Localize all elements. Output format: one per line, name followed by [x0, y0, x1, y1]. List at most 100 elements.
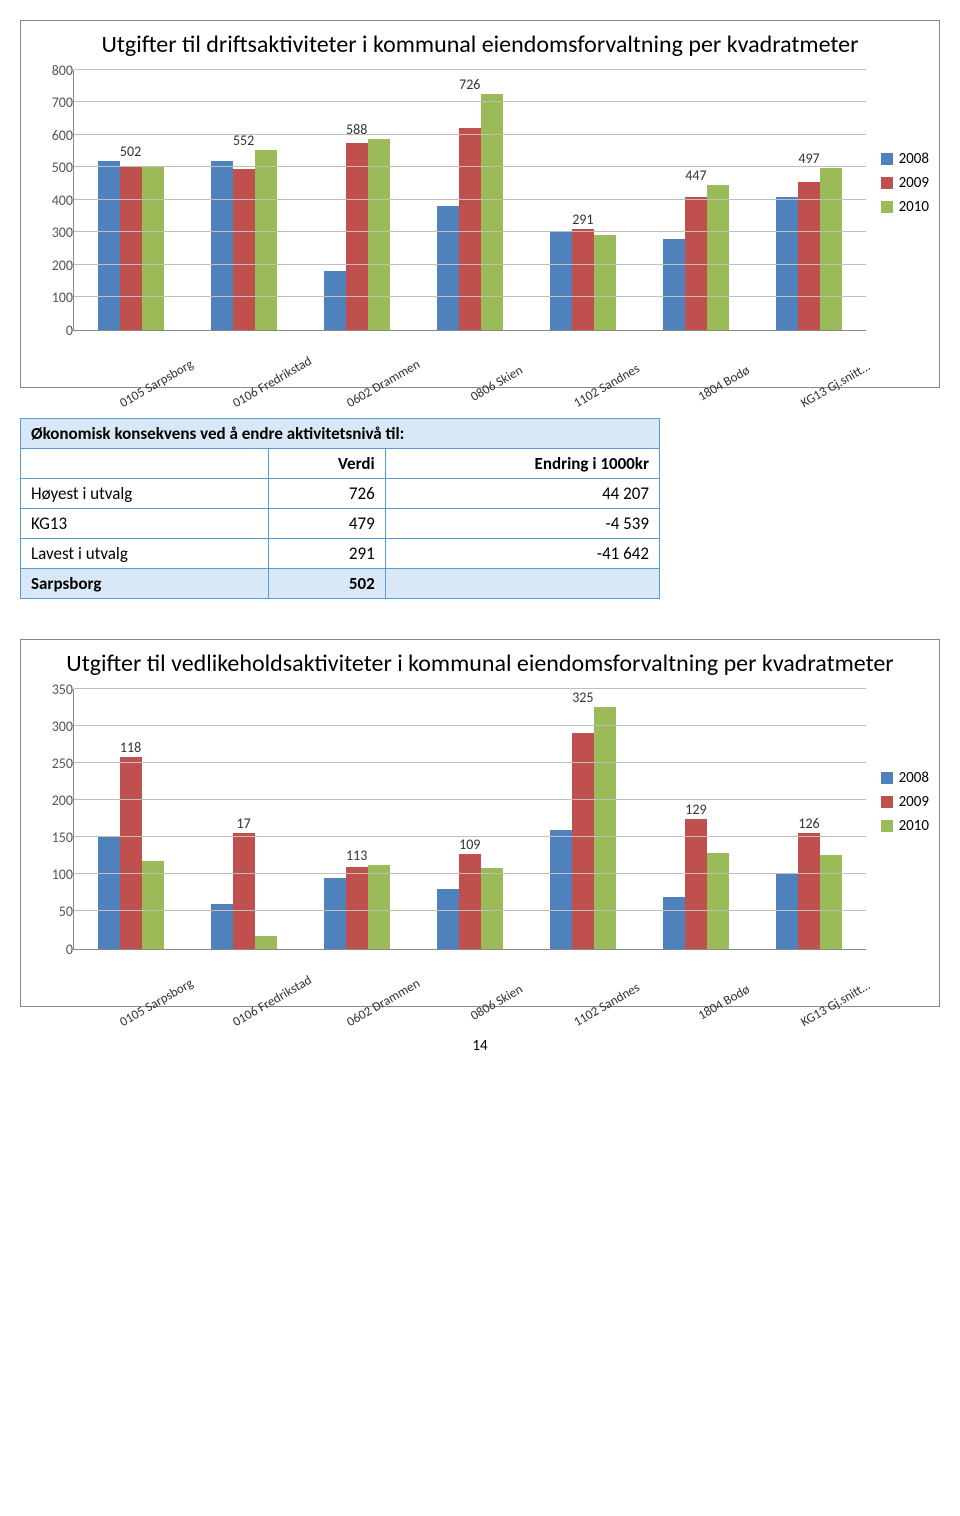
bar: [820, 855, 842, 949]
grid-line: [74, 725, 866, 726]
bar: [707, 185, 729, 330]
bar-value-label: 291: [550, 211, 616, 228]
x-label: 1804 Bodø: [670, 956, 753, 1030]
legend-label: 2010: [899, 198, 929, 216]
bar: [550, 830, 572, 949]
legend-item: 2009: [881, 793, 929, 811]
x-label: 0602 Drammen: [329, 956, 412, 1030]
chart1-plot-area: 502 552 588 726 291 447 497: [73, 70, 866, 331]
legend-item: 2009: [881, 174, 929, 192]
grid-line: [74, 101, 866, 102]
chart2-body: 050100150200250300350 118171131093251291…: [31, 689, 929, 1001]
table-footer-label: Sarpsborg: [21, 568, 269, 598]
grid-line: [74, 69, 866, 70]
table-cell-endring: 44 207: [385, 478, 659, 508]
legend-label: 2010: [899, 817, 929, 835]
bar: [98, 161, 120, 330]
table-cell-verdi: 726: [268, 478, 385, 508]
chart-2: Utgifter til vedlikeholdsaktiviteter i k…: [20, 639, 940, 1007]
bar: [820, 168, 842, 330]
x-label: 1804 Bodø: [670, 337, 753, 411]
bar-value-label: 588: [324, 121, 390, 138]
grid-line: [74, 166, 866, 167]
chart2-x-labels: 0105 Sarpsborg0106 Fredrikstad0602 Dramm…: [71, 956, 866, 1001]
econ-table: Økonomisk konsekvens ved å endre aktivit…: [20, 418, 660, 599]
bar: [481, 94, 503, 330]
bar: [481, 868, 503, 949]
bar: [594, 707, 616, 948]
legend-swatch: [881, 201, 893, 213]
legend-item: 2010: [881, 198, 929, 216]
table-col2: Endring i 1000kr: [385, 448, 659, 478]
table-col1: Verdi: [268, 448, 385, 478]
grid-line: [74, 231, 866, 232]
bar-group: 502: [98, 161, 164, 330]
chart1-body: 0100200300400500600700800 50255258872629…: [31, 70, 929, 382]
bar: [324, 271, 346, 330]
grid-line: [74, 264, 866, 265]
legend-label: 2008: [899, 769, 929, 787]
bar-group: 17: [211, 833, 277, 948]
bar-group: 118: [98, 757, 164, 949]
table-footer-endring: [385, 568, 659, 598]
bar: [550, 232, 572, 330]
table-col0: [21, 448, 269, 478]
chart1-legend: 2008 2009 2010: [881, 150, 929, 222]
bar-group: 325: [550, 707, 616, 948]
legend-label: 2009: [899, 793, 929, 811]
bar-value-label: 497: [776, 150, 842, 167]
bar: [459, 854, 481, 949]
chart1-title: Utgifter til driftsaktiviteter i kommuna…: [31, 31, 929, 60]
page-number: 14: [20, 1037, 940, 1055]
x-label: 0105 Sarpsborg: [102, 337, 185, 411]
table-cell-label: KG13: [21, 508, 269, 538]
grid-line: [74, 762, 866, 763]
bar: [98, 837, 120, 948]
bar: [798, 833, 820, 948]
bar: [233, 833, 255, 948]
bar-group: 726: [437, 94, 503, 330]
legend-item: 2010: [881, 817, 929, 835]
legend-item: 2008: [881, 769, 929, 787]
bar: [572, 733, 594, 948]
x-label: 0105 Sarpsborg: [102, 956, 185, 1030]
bar-value-label: 552: [211, 132, 277, 149]
bar-value-label: 126: [776, 815, 842, 832]
bar: [368, 865, 390, 949]
bar: [120, 757, 142, 949]
bar-group: 126: [776, 833, 842, 948]
chart2-plot-area: 11817113109325129126: [73, 689, 866, 950]
grid-line: [74, 199, 866, 200]
table-cell-endring: -4 539: [385, 508, 659, 538]
grid-line: [74, 799, 866, 800]
chart-1: Utgifter til driftsaktiviteter i kommuna…: [20, 20, 940, 388]
table-footer-verdi: 502: [268, 568, 385, 598]
bar: [663, 239, 685, 330]
bar: [776, 874, 798, 948]
table-cell-endring: -41 642: [385, 538, 659, 568]
bar: [663, 897, 685, 949]
grid-line: [74, 688, 866, 689]
legend-item: 2008: [881, 150, 929, 168]
bar: [437, 206, 459, 330]
x-label: 1102 Sandnes: [556, 337, 639, 411]
grid-line: [74, 296, 866, 297]
chart1-bars: 502 552 588 726 291 447 497: [74, 70, 866, 330]
bar-group: 113: [324, 865, 390, 949]
chart1-plot-wrap: 0100200300400500600700800 50255258872629…: [31, 70, 866, 382]
bar-group: 588: [324, 139, 390, 330]
x-label: KG13 Gj.snitt…: [783, 337, 866, 411]
bar: [233, 169, 255, 330]
bar-value-label: 447: [663, 167, 729, 184]
table-cell-verdi: 291: [268, 538, 385, 568]
bar: [120, 167, 142, 330]
table-cell-label: Lavest i utvalg: [21, 538, 269, 568]
chart2-plot-wrap: 050100150200250300350 118171131093251291…: [31, 689, 866, 1001]
bar: [211, 161, 233, 330]
legend-swatch: [881, 796, 893, 808]
bar: [346, 143, 368, 330]
bar: [707, 853, 729, 949]
bar: [685, 819, 707, 949]
chart2-title: Utgifter til vedlikeholdsaktiviteter i k…: [31, 650, 929, 679]
legend-swatch: [881, 820, 893, 832]
